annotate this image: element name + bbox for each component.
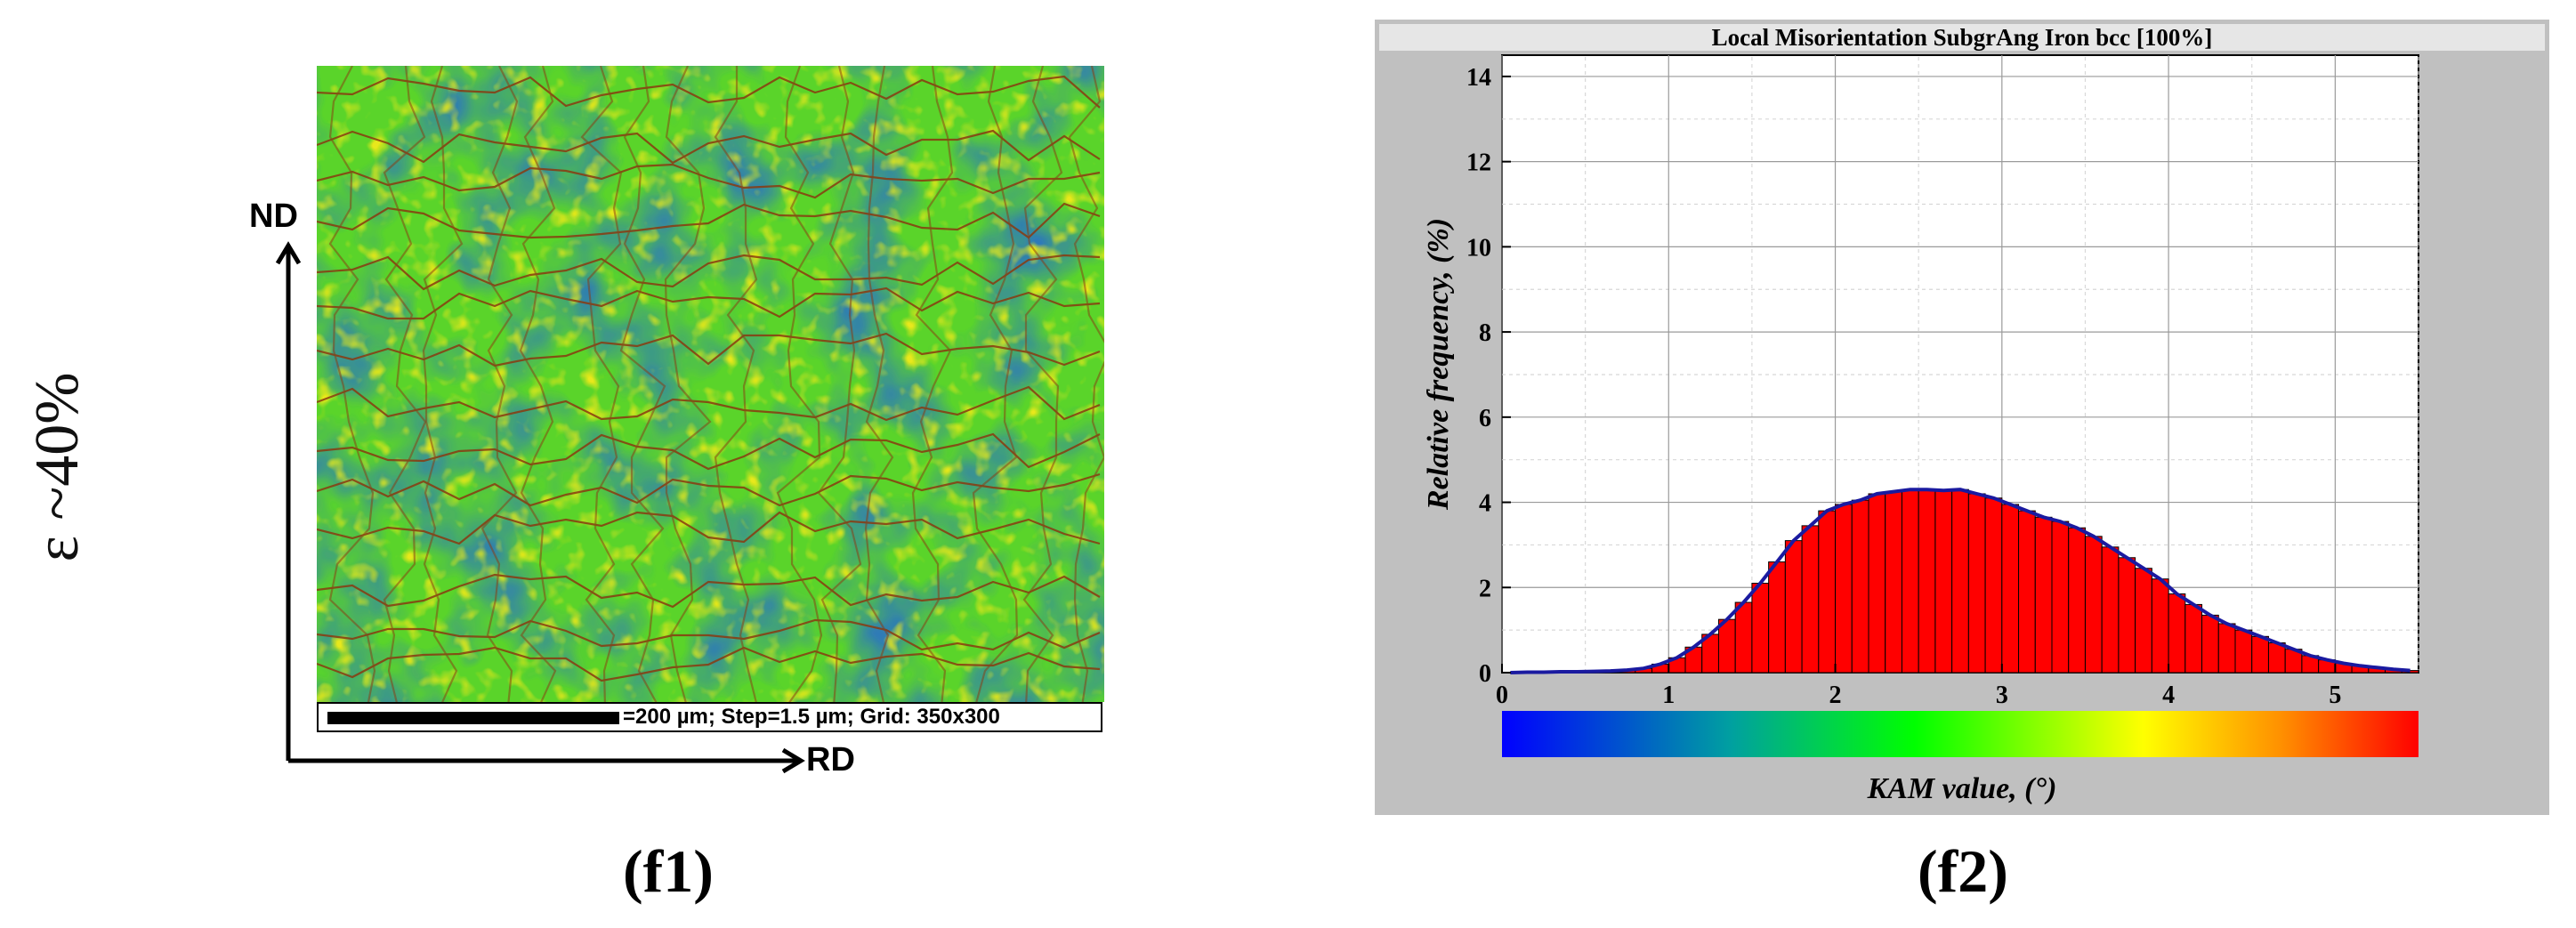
histogram-bar bbox=[1951, 488, 1969, 674]
kam-histogram-chart: Local Misorientation SubgrAng Iron bcc [… bbox=[1379, 24, 2545, 805]
histogram-bar bbox=[1818, 510, 1837, 674]
grain-boundary bbox=[317, 511, 1101, 545]
grain-boundary bbox=[580, 66, 623, 702]
y-tick-label: 6 bbox=[1479, 405, 1491, 432]
x-tick-label: 0 bbox=[1496, 682, 1508, 709]
histogram-bar bbox=[1901, 488, 1919, 674]
scale-bar-line bbox=[327, 712, 619, 724]
histogram-bar bbox=[1868, 493, 1886, 674]
histogram-bar bbox=[1885, 491, 1902, 674]
x-tick-label: 2 bbox=[1829, 682, 1842, 709]
grain-boundary bbox=[317, 129, 1101, 165]
histogram-bar bbox=[1784, 540, 1803, 674]
grain-boundary bbox=[317, 163, 1101, 199]
grain-boundary bbox=[864, 66, 894, 702]
kam-map-image bbox=[317, 66, 1104, 702]
histogram-bar bbox=[2101, 546, 2120, 674]
chart-title: Local Misorientation SubgrAng Iron bcc [… bbox=[1712, 24, 2213, 51]
grain-boundary bbox=[714, 66, 758, 702]
grain-boundary bbox=[317, 202, 1101, 239]
rd-arrow-icon bbox=[781, 747, 805, 774]
grain-boundary bbox=[317, 332, 1101, 367]
title-band bbox=[1379, 24, 2545, 51]
histogram-bar bbox=[2001, 504, 2020, 674]
grain-boundary bbox=[317, 646, 1101, 682]
histogram-bar bbox=[2051, 520, 2070, 674]
y-tick-label: 0 bbox=[1479, 660, 1491, 688]
histogram-bar bbox=[2118, 557, 2136, 674]
histogram-bar bbox=[1835, 504, 1853, 674]
y-tick-label: 2 bbox=[1479, 575, 1491, 602]
histogram-bar bbox=[2034, 516, 2053, 674]
histogram-bar bbox=[1934, 489, 1953, 674]
histogram-bar bbox=[1967, 493, 1986, 674]
grain-boundary bbox=[317, 618, 1101, 651]
strain-label: ε ~40% bbox=[18, 356, 98, 578]
y-tick-label: 12 bbox=[1466, 149, 1491, 177]
grain-boundary bbox=[383, 66, 427, 702]
grain-boundary bbox=[317, 432, 1101, 471]
x-tick-label: 5 bbox=[2329, 682, 2341, 709]
grain-boundary bbox=[317, 472, 1101, 507]
caption-f2: (f2) bbox=[1918, 837, 2008, 905]
grain-boundary bbox=[619, 66, 666, 702]
grain-boundary bbox=[972, 66, 1019, 702]
grain-boundary bbox=[317, 254, 1101, 291]
kam-histogram-panel: Local Misorientation SubgrAng Iron bcc [… bbox=[1375, 20, 2549, 815]
grain-boundary bbox=[664, 66, 712, 702]
y-tick-label: 14 bbox=[1466, 64, 1491, 92]
y-tick-label: 8 bbox=[1479, 319, 1491, 347]
grain-boundary bbox=[317, 286, 1101, 320]
distribution-outline bbox=[1510, 488, 2410, 674]
grain-boundary bbox=[776, 66, 823, 702]
y-tick-label: 10 bbox=[1466, 234, 1491, 262]
histogram-bar bbox=[2234, 629, 2253, 674]
y-axis-label: Relative frequency, (%) bbox=[1422, 218, 1455, 511]
histogram-bar bbox=[1717, 618, 1736, 674]
grain-boundary bbox=[480, 66, 519, 702]
grain-boundary bbox=[317, 75, 1101, 109]
histogram-bar bbox=[1734, 601, 1753, 674]
histogram-bar bbox=[2184, 603, 2203, 674]
histogram-bar bbox=[2168, 593, 2186, 674]
x-tick-label: 1 bbox=[1662, 682, 1675, 709]
scale-bar: =200 µm; Step=1.5 µm; Grid: 350x300 bbox=[317, 702, 1102, 732]
histogram-bar bbox=[2151, 578, 2169, 674]
grain-boundary bbox=[317, 385, 1101, 422]
grain-boundary bbox=[1068, 66, 1104, 702]
strain-label-text: ε ~40% bbox=[23, 372, 92, 562]
y-tick-label: 4 bbox=[1479, 490, 1491, 518]
histogram-bar bbox=[2018, 510, 2036, 674]
histogram-bar bbox=[2068, 527, 2086, 674]
grain-boundary bbox=[328, 66, 376, 702]
grain-boundary bbox=[422, 66, 464, 702]
sample-axes bbox=[275, 241, 805, 774]
nd-arrow-icon bbox=[275, 241, 302, 265]
x-tick-label: 4 bbox=[2162, 682, 2175, 709]
histogram-bar bbox=[2201, 614, 2219, 674]
grain-boundary bbox=[1022, 66, 1063, 702]
x-tick-label: 3 bbox=[1996, 682, 2008, 709]
histogram-bar bbox=[2251, 635, 2269, 674]
histogram-bar bbox=[1918, 488, 1936, 674]
histogram-bar bbox=[2135, 568, 2152, 674]
axis-label-nd: ND bbox=[249, 198, 298, 235]
histogram-bar bbox=[1801, 525, 1820, 674]
axis-label-rd: RD bbox=[806, 741, 855, 779]
histogram-bar bbox=[1751, 582, 1770, 674]
histogram-bar bbox=[2217, 623, 2236, 674]
grain-boundary bbox=[911, 66, 954, 702]
histogram-bar bbox=[1768, 561, 1786, 674]
histogram-bar bbox=[1851, 499, 1869, 674]
histogram-bar bbox=[2267, 642, 2286, 674]
grain-boundary bbox=[519, 66, 557, 702]
histogram-bar bbox=[1984, 497, 2003, 674]
grain-boundary bbox=[317, 573, 1101, 609]
x-axis-label: KAM value, (°) bbox=[1867, 772, 2057, 805]
grain-boundary bbox=[817, 66, 862, 702]
kam-colorbar bbox=[1502, 711, 2419, 757]
histogram-bar bbox=[2084, 536, 2103, 674]
caption-f1: (f1) bbox=[623, 837, 714, 905]
scale-bar-text: =200 µm; Step=1.5 µm; Grid: 350x300 bbox=[623, 705, 1000, 729]
